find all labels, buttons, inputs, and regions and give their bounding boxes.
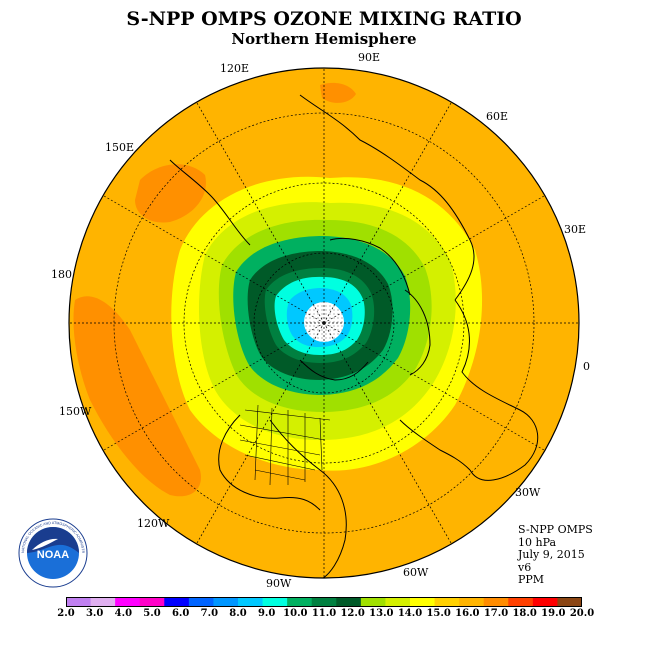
colorbar-tick-label: 19.0 xyxy=(541,608,566,619)
colorbar-swatch xyxy=(483,597,509,607)
colorbar-border xyxy=(66,597,582,607)
colorbar-swatch xyxy=(238,597,264,607)
colorbar-tick-label: 17.0 xyxy=(483,608,509,619)
meridian-line xyxy=(323,322,452,545)
plot-info: S-NPP OMPS 10 hPa July 9, 2015 v6 PPM xyxy=(518,523,593,587)
map-subtitle: Northern Hemisphere xyxy=(231,30,417,48)
colorbar-swatch xyxy=(115,597,141,607)
lon-label-60e: 60E xyxy=(486,110,509,123)
meridian-line xyxy=(323,195,546,324)
colorbar-tick-label: 13.0 xyxy=(369,608,394,619)
lon-label-90w: 90W xyxy=(266,577,292,590)
colorbar-tick-label: 2.0 xyxy=(57,608,75,619)
colorbar-tick-label: 8.0 xyxy=(229,608,247,619)
meridians xyxy=(69,68,579,578)
colorbar-tick-label: 10.0 xyxy=(283,608,308,619)
high-ozone-region-northwest xyxy=(135,164,206,223)
colorbar-swatch xyxy=(360,597,386,607)
colorbar-swatch xyxy=(459,597,485,607)
colorbar-swatch xyxy=(139,597,165,607)
map-title: S-NPP OMPS OZONE MIXING RATIO xyxy=(126,8,522,30)
colorbar xyxy=(66,597,582,607)
colorbar-swatch xyxy=(164,597,190,607)
colorbar-tick-label: 15.0 xyxy=(426,608,451,619)
lon-label-90e: 90E xyxy=(358,51,381,64)
meridian-line xyxy=(102,195,325,324)
map-boundary xyxy=(68,67,580,579)
noaa-logo-text: NOAA xyxy=(37,549,69,561)
colorbar-swatch xyxy=(336,597,362,607)
lon-label-60w: 60W xyxy=(403,566,429,579)
colorbar-swatch xyxy=(532,597,558,607)
colorbar-swatch xyxy=(262,597,288,607)
lon-label-120w: 120W xyxy=(137,517,170,530)
colorbar-swatch xyxy=(508,597,534,607)
lon-label-120e: 120E xyxy=(220,62,250,75)
noaa-seal-icon: NOAA NATIONAL OCEANIC AND ATMOSPHERIC AD… xyxy=(18,518,88,588)
colorbar-swatch xyxy=(213,597,239,607)
high-ozone-region-west xyxy=(73,296,201,497)
info-instrument: S-NPP OMPS xyxy=(518,523,593,536)
colorbar-tick-label: 20.0 xyxy=(569,608,595,619)
lon-label-0: 0 xyxy=(583,360,590,373)
colorbar-swatch xyxy=(287,597,313,607)
meridian-line xyxy=(102,322,325,451)
info-date: July 9, 2015 xyxy=(518,548,585,561)
colorbar-swatch xyxy=(188,597,214,607)
colorbar-swatch xyxy=(434,597,460,607)
meridian-line xyxy=(196,101,325,324)
us-state-borders xyxy=(239,404,331,486)
info-level: 10 hPa xyxy=(518,535,557,549)
colorbar-tick-label: 11.0 xyxy=(311,608,337,619)
colorbar-tick-label: 3.0 xyxy=(85,608,104,619)
info-units: PPM xyxy=(518,573,545,586)
colorbar-tick-label: 12.0 xyxy=(340,608,365,619)
colorbar-tick-label: 9.0 xyxy=(257,608,276,619)
meridian-line xyxy=(323,101,452,324)
colorbar-tick-label: 4.0 xyxy=(114,608,133,619)
coastlines xyxy=(169,94,539,578)
lon-label-30w: 30W xyxy=(515,486,541,499)
colorbar-swatch xyxy=(90,597,116,607)
lon-label-150e: 150E xyxy=(105,141,135,154)
colorbar-swatch xyxy=(311,597,337,607)
lon-label-150w: 150W xyxy=(59,405,92,418)
meridian-line xyxy=(323,322,546,451)
colorbar-tick-label: 7.0 xyxy=(200,608,219,619)
colorbar-swatch xyxy=(385,597,411,607)
colorbar-tick-label: 6.0 xyxy=(171,608,190,619)
colorbar-tick-label: 16.0 xyxy=(455,608,480,619)
info-version: v6 xyxy=(518,560,532,574)
lon-label-30e: 30E xyxy=(564,223,587,236)
lon-label-180: 180 xyxy=(51,268,72,281)
colorbar-tick-label: 14.0 xyxy=(397,608,423,619)
high-ozone-region-north xyxy=(320,82,356,103)
colorbar-tick-label: 5.0 xyxy=(143,608,161,619)
colorbar-swatch xyxy=(410,597,436,607)
colorbar-tick-label: 18.0 xyxy=(512,608,537,619)
colorbar-swatch xyxy=(557,597,582,607)
meridian-line xyxy=(196,322,325,545)
colorbar-swatch xyxy=(66,597,92,607)
